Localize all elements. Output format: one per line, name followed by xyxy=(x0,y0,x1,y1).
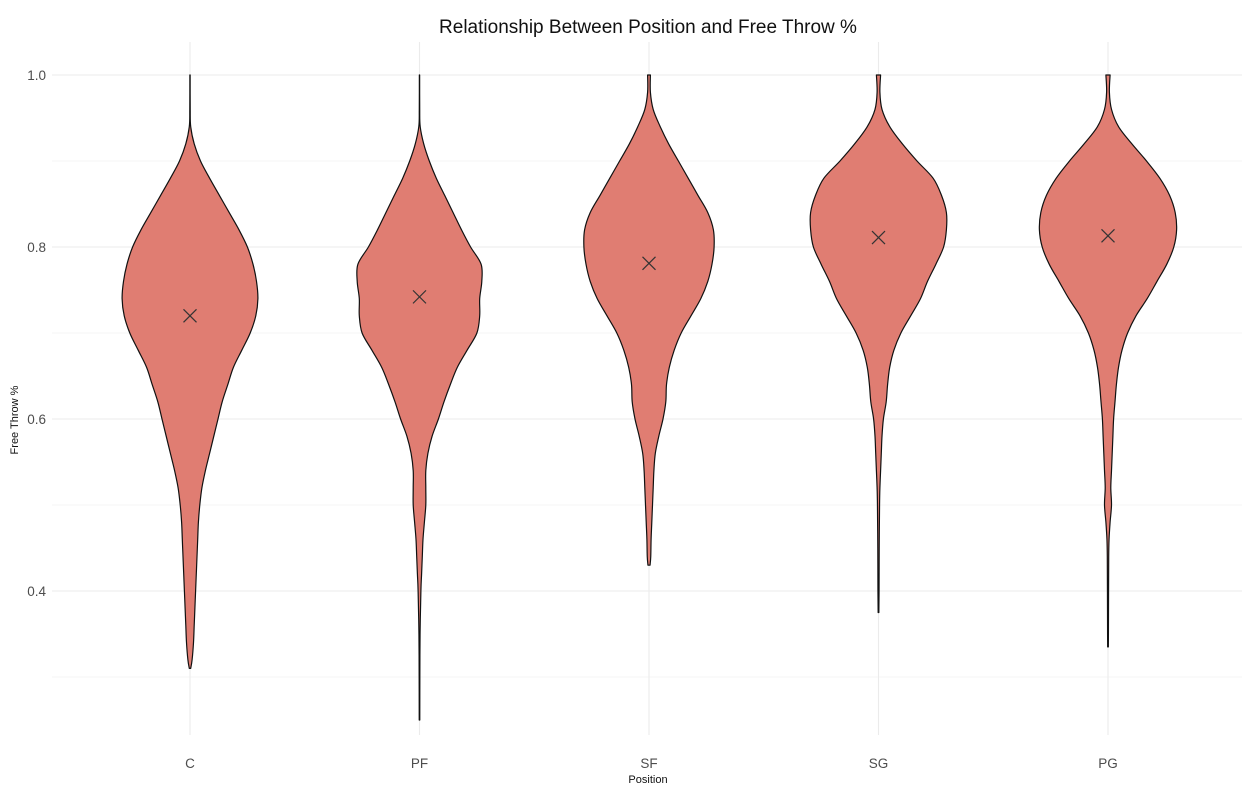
y-tick-label: 1.0 xyxy=(27,68,46,83)
x-tick-label: PF xyxy=(411,756,428,771)
x-tick-label: SF xyxy=(640,756,657,771)
chart-title: Relationship Between Position and Free T… xyxy=(439,17,857,38)
x-axis-title: Position xyxy=(628,774,667,786)
x-tick-label: PG xyxy=(1098,756,1118,771)
x-axis-tick-labels: C PF SF SG PG xyxy=(185,756,1118,771)
violin-pf xyxy=(356,74,483,721)
y-tick-label: 0.8 xyxy=(27,240,46,255)
mean-marker-sg xyxy=(871,230,886,245)
mean-marker-c xyxy=(183,308,197,323)
mean-marker-stroke xyxy=(871,230,886,245)
y-axis-title: Free Throw % xyxy=(9,385,21,454)
y-tick-label: 0.4 xyxy=(27,584,46,599)
violin-sf xyxy=(583,74,715,566)
x-tick-label: C xyxy=(185,756,195,771)
mean-marker-stroke xyxy=(642,256,656,271)
violin-c xyxy=(121,74,259,669)
y-tick-label: 0.6 xyxy=(27,412,46,427)
mean-marker-sf xyxy=(642,256,656,271)
mean-marker-stroke xyxy=(183,308,197,323)
x-tick-label: SG xyxy=(869,756,889,771)
violin-pg xyxy=(1038,74,1178,648)
mean-marker-group xyxy=(183,228,1115,323)
mean-marker-stroke xyxy=(1101,228,1115,243)
mean-marker-pg xyxy=(1101,228,1115,243)
violin-sg xyxy=(809,74,948,614)
mean-marker-stroke xyxy=(412,289,427,304)
violin-group xyxy=(121,74,1178,721)
y-axis-tick-labels: 0.4 0.6 0.8 1.0 xyxy=(27,68,46,599)
mean-marker-pf xyxy=(412,289,427,304)
